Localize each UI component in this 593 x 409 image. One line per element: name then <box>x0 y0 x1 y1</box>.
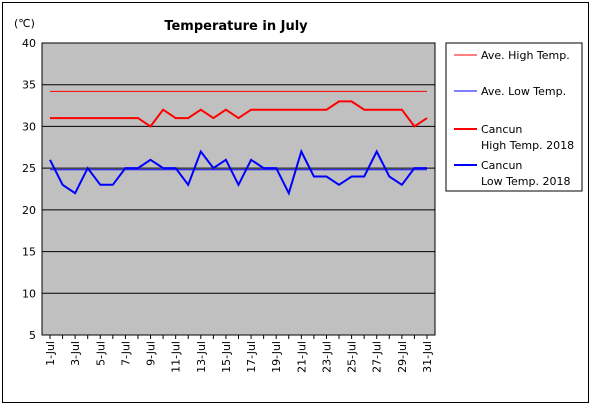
legend-label-1: Ave. High Temp. <box>481 49 570 62</box>
legend: Ave. High Temp. Ave. Low Temp. Cancun High … <box>454 49 574 188</box>
x-tick-label: 1-Jul <box>44 341 57 366</box>
y-tick-label: 5 <box>29 329 36 342</box>
x-tick-label: 19-Jul <box>270 341 283 373</box>
chart-frame: (℃) Temperature in July 5 10 15 20 25 30 35 40 … <box>2 2 589 403</box>
y-tick-label: 40 <box>22 37 36 50</box>
legend-label-4: Low Temp. 2018 <box>481 175 570 188</box>
chart-title: Temperature in July <box>164 19 308 34</box>
legend-box <box>445 42 583 192</box>
y-tick-label: 15 <box>22 246 36 259</box>
legend-label-3: High Temp. 2018 <box>481 139 574 152</box>
x-tick-label: 25-Jul <box>346 341 359 373</box>
legend-label-3: Cancun <box>481 123 522 136</box>
x-tick-label: 31-Jul <box>421 341 434 373</box>
x-tick-label: 21-Jul <box>295 341 308 373</box>
x-tick-label: 13-Jul <box>195 341 208 373</box>
y-tick-label: 20 <box>22 204 36 217</box>
plot-area <box>41 42 436 336</box>
x-tick-label: 5-Jul <box>94 341 107 366</box>
y-tick-label: 35 <box>22 79 36 92</box>
series-line-4 <box>49 148 427 196</box>
series-line-3 <box>50 100 428 128</box>
y-axis-ticks: 5 10 15 20 25 30 35 40 <box>22 37 36 342</box>
x-tick-label: 7-Jul <box>119 341 132 366</box>
y-tick-label: 30 <box>22 120 36 133</box>
x-tick-label: 17-Jul <box>245 341 258 373</box>
x-tick-label: 3-Jul <box>69 341 82 366</box>
x-tick-label: 29-Jul <box>396 341 409 373</box>
y-tick-label: 25 <box>22 162 36 175</box>
temperature-chart: (℃) Temperature in July 510152025303540 … <box>14 17 583 373</box>
x-tick-label: 15-Jul <box>220 341 233 373</box>
y-tick-label: 10 <box>22 287 36 300</box>
x-tick-label: 27-Jul <box>371 341 384 373</box>
x-tick-label: 23-Jul <box>320 341 333 373</box>
legend-label-2: Ave. Low Temp. <box>481 85 566 98</box>
x-tick-label: 9-Jul <box>145 341 158 366</box>
unit-label: (℃) <box>14 17 35 30</box>
x-tick-label: 11-Jul <box>170 341 183 373</box>
series-lines <box>49 90 428 196</box>
legend-label-4: Cancun <box>481 159 522 172</box>
gridlines <box>42 84 435 294</box>
x-axis-ticks: 1-Jul 3-Jul 5-Jul 7-Jul 9-Jul 11-Jul 13-Jul 15-… <box>44 335 434 373</box>
